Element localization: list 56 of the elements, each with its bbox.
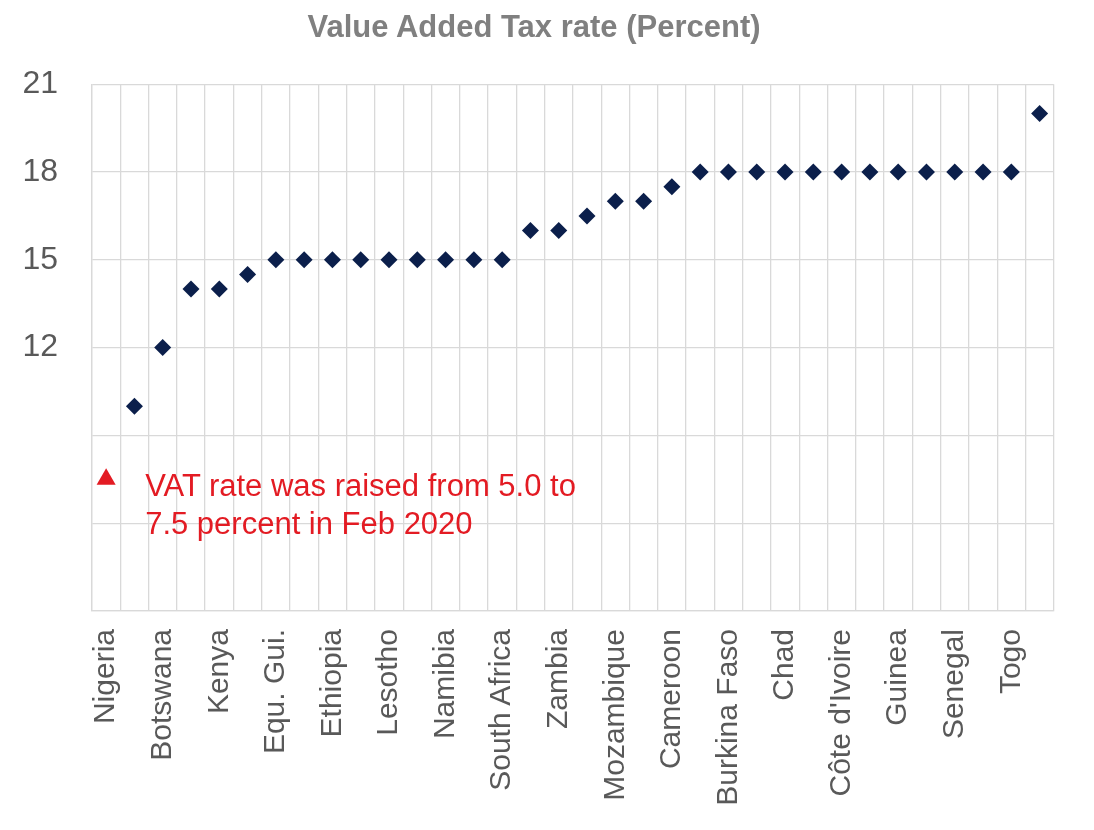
annotation: VAT rate was raised from 5.0 to 7.5 percent in Feb 2020 [145,467,576,541]
x-tick-label: Burkina Faso [709,629,743,806]
point [804,163,822,181]
point [465,251,483,269]
x-tick-label: Lesotho [370,629,404,736]
point [776,163,794,181]
point [125,397,143,415]
point [833,163,851,181]
x-tick-label: Zambia [540,628,573,730]
point [917,163,935,181]
x-tick-label: Equ. Gui. [257,629,291,755]
x-tick-label: Botswana [143,628,177,761]
point [606,192,624,210]
x-tick-label: Mozambique [596,629,630,801]
x-tick-label: Chad [766,629,800,701]
x-tick-label: Nigeria [87,628,121,725]
point [323,251,341,269]
point [550,222,568,240]
point [974,163,992,181]
y-tick-label: 18 [22,151,58,188]
x-tick-label: Cameroon [653,629,687,770]
point [352,251,370,269]
y-tick-label: 12 [22,327,58,364]
point [493,251,511,269]
point [267,251,285,269]
point [295,251,313,269]
point [408,251,426,269]
x-tick-label: Togo [992,629,1026,695]
point [239,265,257,283]
x-tick-label: South Africa [483,628,517,791]
point [210,280,228,298]
point [889,163,907,181]
point [635,192,653,210]
x-tick-label: Senegal [936,629,970,740]
point [719,163,737,181]
point [154,339,172,357]
x-tick-label: Côte d'Ivoire [822,629,856,797]
y-tick-label: 15 [22,239,58,276]
point [578,207,596,225]
x-tick-label: Guinea [879,628,913,726]
point [691,163,709,181]
point [521,222,539,240]
point [182,280,200,298]
point [437,251,455,269]
point [663,178,681,196]
point [861,163,879,181]
x-tick-label: Ethiopia [313,628,347,738]
point [380,251,398,269]
x-tick-label: Kenya [200,628,234,715]
point [1002,163,1020,181]
point [1031,104,1049,122]
chart-title: Value Added Tax rate (Percent) [307,9,761,45]
y-tick-label: 21 [22,64,58,101]
point [946,163,964,181]
point [748,163,766,181]
x-tick-label: Namibia [426,628,460,740]
